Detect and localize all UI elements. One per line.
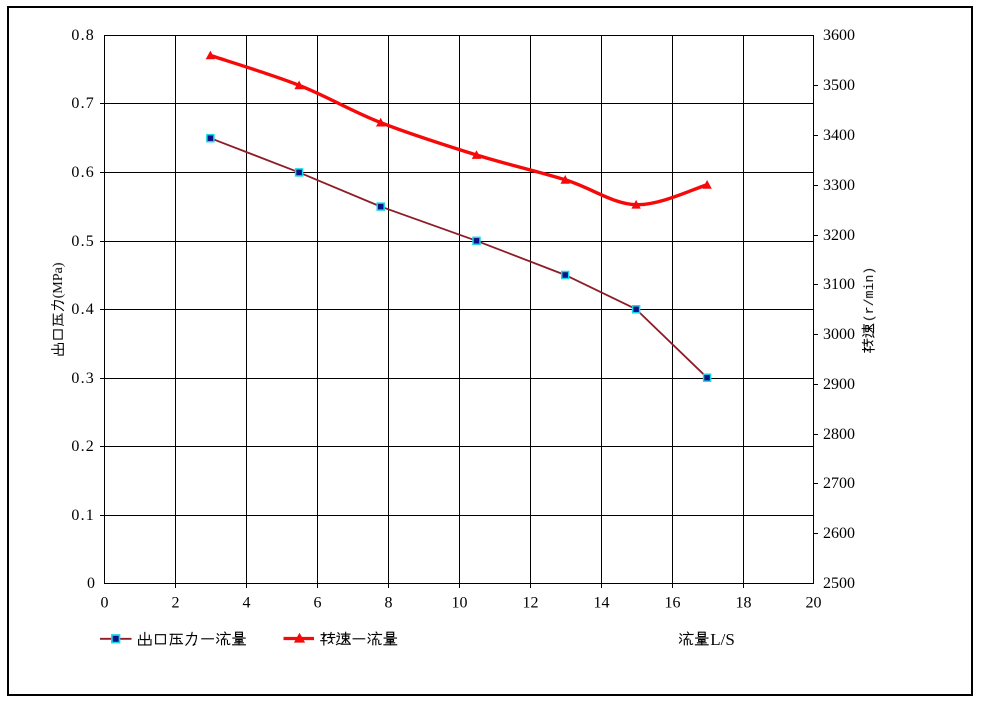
- svg-text:20: 20: [806, 595, 822, 612]
- svg-text:L/S: L/S: [710, 630, 735, 649]
- svg-text:2800: 2800: [823, 426, 855, 443]
- svg-text:2900: 2900: [823, 376, 855, 393]
- svg-text:0.5: 0.5: [71, 233, 95, 250]
- svg-text:0.2: 0.2: [71, 438, 95, 455]
- svg-text:14: 14: [594, 595, 610, 612]
- svg-text:2: 2: [172, 595, 180, 612]
- svg-text:2500: 2500: [823, 575, 855, 592]
- svg-text:0.3: 0.3: [71, 370, 95, 387]
- svg-text:2600: 2600: [823, 525, 855, 542]
- svg-text:3300: 3300: [823, 177, 855, 194]
- svg-text:10: 10: [452, 595, 468, 612]
- svg-text:2700: 2700: [823, 475, 855, 492]
- svg-text:3100: 3100: [823, 276, 855, 293]
- svg-text:3500: 3500: [823, 77, 855, 94]
- svg-text:(MPa): (MPa): [51, 262, 66, 298]
- svg-text:6: 6: [314, 595, 322, 612]
- svg-text:(r/min): (r/min): [862, 267, 877, 322]
- svg-text:3400: 3400: [823, 127, 855, 144]
- svg-text:0.8: 0.8: [71, 27, 95, 44]
- svg-text:12: 12: [523, 595, 539, 612]
- svg-text:18: 18: [736, 595, 752, 612]
- svg-text:8: 8: [385, 595, 393, 612]
- svg-text:0: 0: [87, 575, 95, 592]
- svg-text:0: 0: [101, 595, 109, 612]
- svg-text:0.4: 0.4: [71, 301, 95, 318]
- svg-text:0.6: 0.6: [71, 164, 95, 181]
- svg-text:3200: 3200: [823, 227, 855, 244]
- svg-text:3600: 3600: [823, 27, 855, 44]
- svg-text:16: 16: [665, 595, 681, 612]
- svg-text:3000: 3000: [823, 326, 855, 343]
- svg-text:0.7: 0.7: [71, 95, 95, 112]
- svg-text:0.1: 0.1: [71, 507, 95, 524]
- svg-text:4: 4: [243, 595, 251, 612]
